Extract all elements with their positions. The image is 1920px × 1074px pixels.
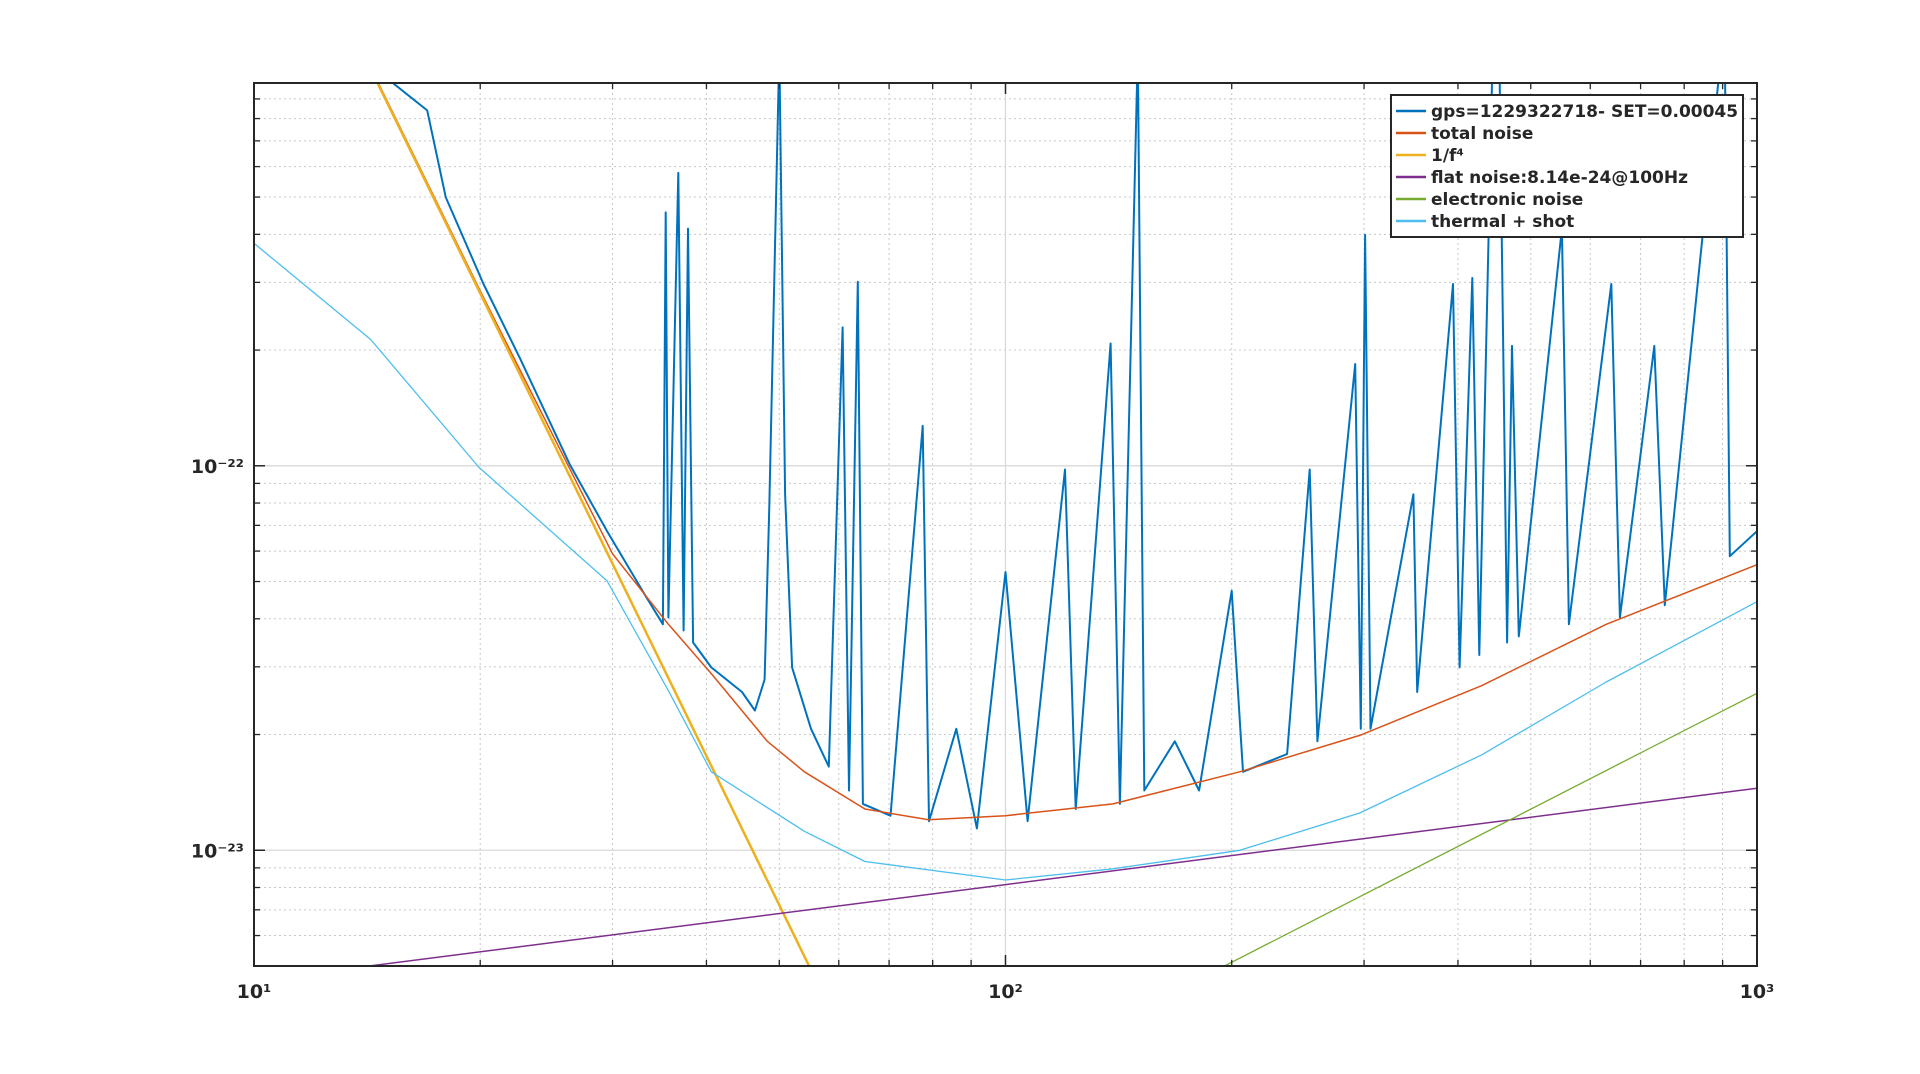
legend-box — [1390, 94, 1744, 238]
legend-label: 1/f⁴ — [1431, 146, 1464, 166]
series-line — [377, 83, 1757, 821]
series-line — [376, 83, 811, 966]
x-tick-label: 10¹ — [237, 981, 272, 1003]
plot-lines — [254, 83, 1757, 966]
axes-box — [253, 82, 1758, 967]
series-line — [363, 787, 1757, 966]
x-tick-label: 10³ — [1740, 981, 1775, 1003]
legend-label: gps=1229322718- SET=0.00045 — [1431, 102, 1738, 122]
legend-label: flat noise:8.14e-24@100Hz — [1431, 168, 1688, 188]
series-line — [254, 242, 1757, 881]
y-tick-label: 10⁻²³ — [191, 840, 244, 862]
series-line — [1223, 692, 1757, 966]
legend-label: electronic noise — [1431, 190, 1583, 210]
grid — [253, 83, 1758, 966]
series-line — [391, 83, 1757, 830]
legend-label: total noise — [1431, 124, 1533, 144]
x-tick-label: 10² — [988, 981, 1023, 1003]
y-tick-label: 10⁻²² — [191, 456, 244, 478]
legend-label: thermal + shot — [1431, 212, 1574, 232]
axes: 10¹ 10² 10³ 10⁻²³ 10⁻²² — [191, 82, 1775, 1003]
